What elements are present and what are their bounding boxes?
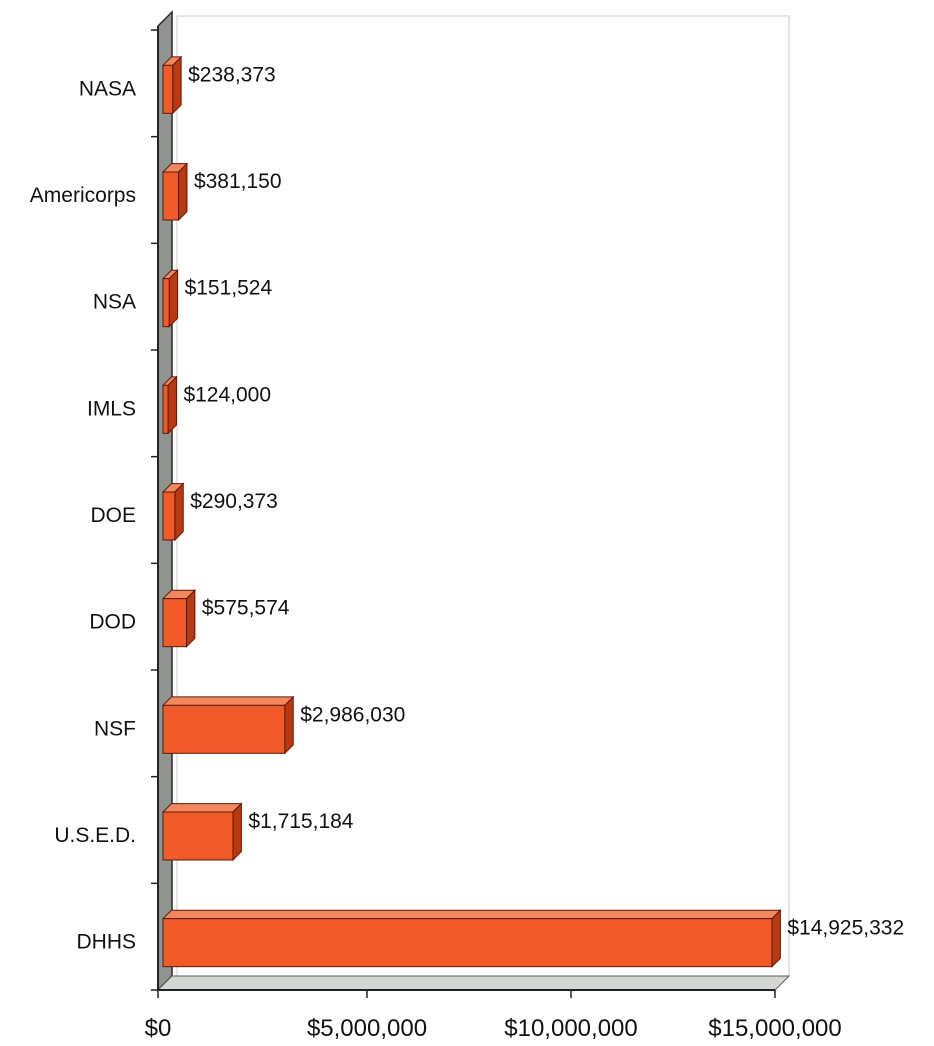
bar-top-face <box>161 803 243 813</box>
category-label: DHHS <box>76 931 136 954</box>
bar-dod <box>161 589 197 648</box>
bar-nsf <box>161 695 295 755</box>
bar-front-face <box>162 491 176 541</box>
category-label: NSF <box>94 717 136 740</box>
bar-side-face <box>167 375 177 435</box>
category-labels: NASA Americorps NSA IMLS DOE DOD NSF U.S.E.D. DH… <box>30 77 136 953</box>
data-label: $2,986,030 <box>300 703 405 726</box>
bar-front-face <box>162 598 187 648</box>
bars <box>161 55 782 968</box>
x-axis-tick-labels: $0 $5,000,000 $10,000,000 $15,000,000 <box>145 1015 842 1042</box>
category-label: Americorps <box>30 184 136 207</box>
bar-front-face <box>162 704 286 754</box>
bar-nasa <box>161 55 183 115</box>
bar-imls <box>161 375 178 435</box>
data-label: $238,373 <box>188 63 276 86</box>
data-label: $575,574 <box>202 597 290 620</box>
bar-nsa <box>161 269 179 328</box>
bar-side-face <box>284 695 294 755</box>
category-label: NASA <box>79 77 136 100</box>
bar-side-face <box>185 589 196 648</box>
x-tick-label: $10,000,000 <box>504 1015 637 1042</box>
category-label: DOD <box>89 611 136 634</box>
bar-front-face <box>162 384 169 434</box>
bar-side-face <box>174 482 184 542</box>
x-tick-label: $5,000,000 <box>307 1015 427 1042</box>
data-label: $290,373 <box>190 490 278 513</box>
bar-top-face <box>161 909 782 920</box>
axis-ticks <box>151 29 776 998</box>
bar-side-face <box>178 162 188 222</box>
bar-front-face <box>162 171 180 221</box>
data-labels: $238,373 $381,150 $151,524 $124,000 $290,373… <box>183 63 904 939</box>
floor <box>156 975 791 991</box>
category-label: DOE <box>90 504 136 527</box>
data-label: $124,000 <box>183 383 271 406</box>
bar-americorps <box>161 162 189 222</box>
data-label: $381,150 <box>194 170 282 193</box>
x-tick-label: $0 <box>145 1015 172 1042</box>
category-label: U.S.E.D. <box>54 824 136 847</box>
bar-side-face <box>168 269 179 328</box>
x-tick-label: $15,000,000 <box>708 1015 841 1042</box>
bar-side-face <box>771 909 781 968</box>
bar-front-face <box>162 278 170 328</box>
bar-top-face <box>161 696 295 706</box>
bar-dhhs <box>161 909 782 968</box>
bar-front-face <box>162 918 773 968</box>
data-label: $151,524 <box>185 277 273 300</box>
category-label: NSA <box>93 291 136 314</box>
bar-front-face <box>162 811 234 861</box>
category-label: IMLS <box>87 397 136 420</box>
data-label: $14,925,332 <box>787 917 904 940</box>
data-label: $1,715,184 <box>248 810 353 833</box>
bar-doe <box>161 482 185 542</box>
bar-u-s-e-d- <box>161 802 243 862</box>
bar-side-face <box>172 55 182 115</box>
bar-side-face <box>232 802 242 862</box>
bar-front-face <box>162 64 174 114</box>
